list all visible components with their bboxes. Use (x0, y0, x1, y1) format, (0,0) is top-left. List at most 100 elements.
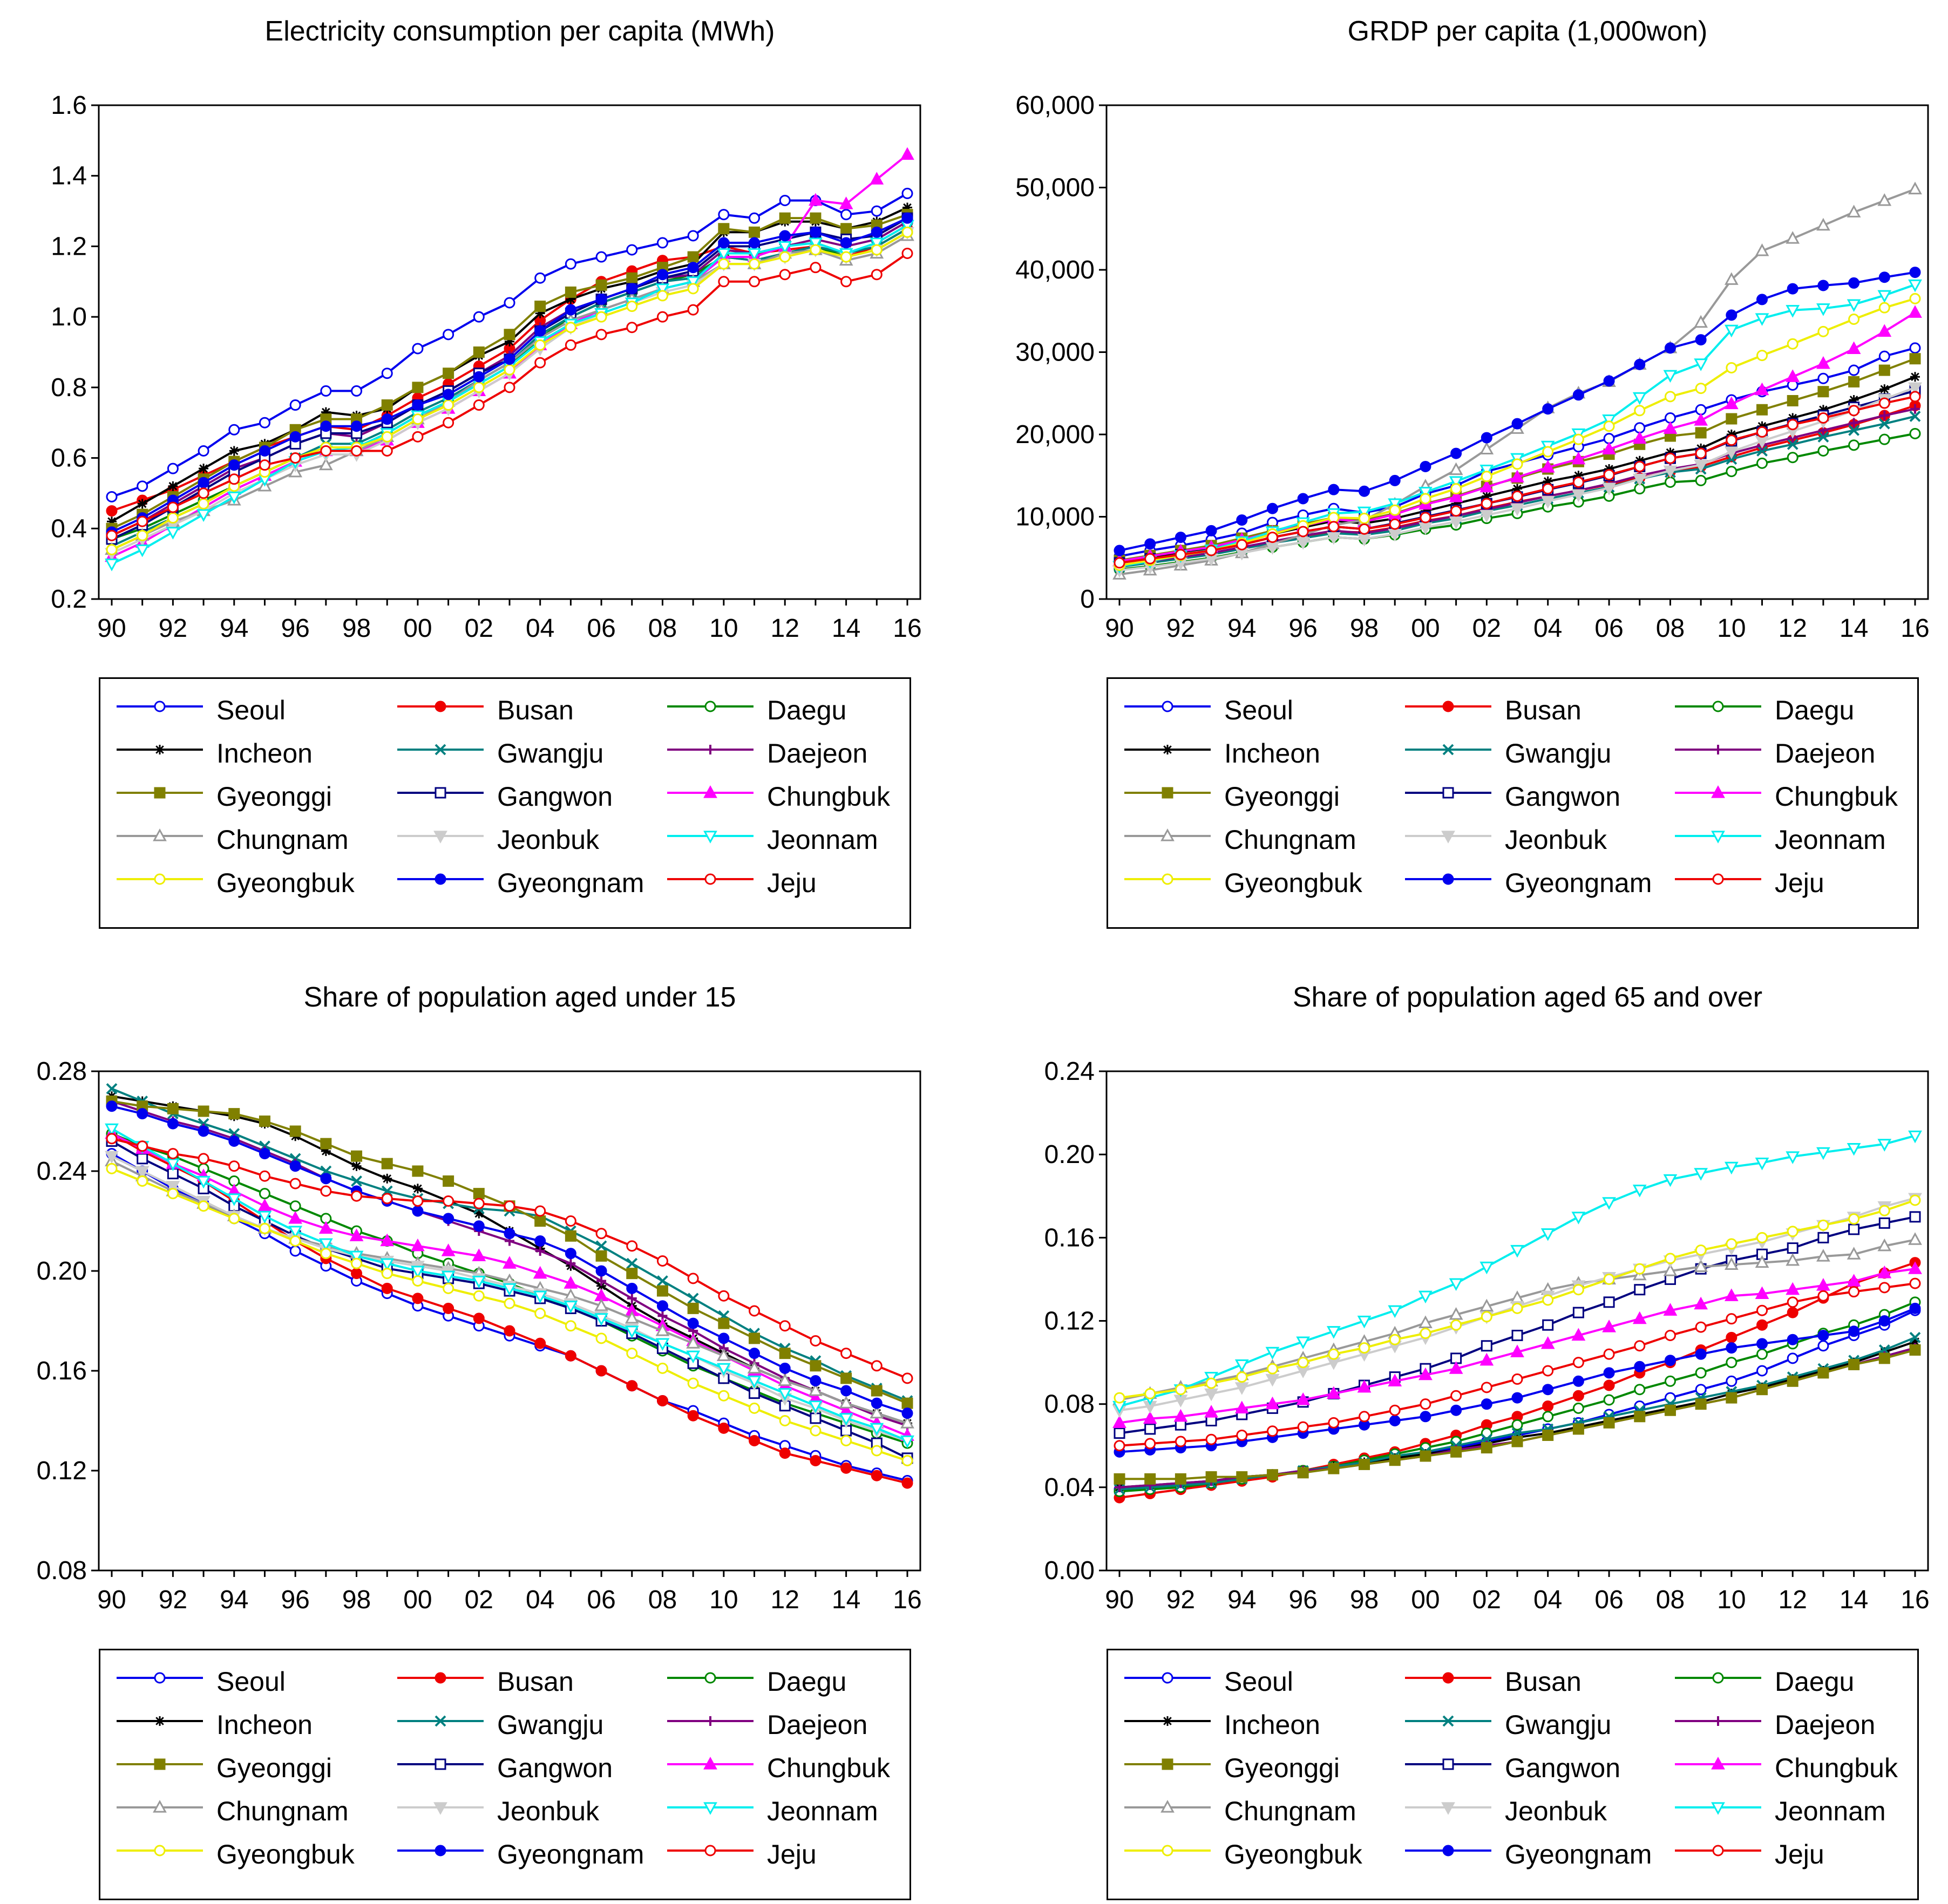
series-marker (1726, 1375, 1737, 1387)
series-marker (1908, 305, 1922, 318)
series-marker (1694, 315, 1708, 328)
series-marker (1634, 405, 1646, 417)
legend-swatch (397, 744, 484, 756)
y-tick-label: 1.0 (51, 303, 87, 331)
legend-swatch (117, 787, 203, 799)
series-marker (534, 272, 546, 284)
series-marker (1540, 460, 1555, 473)
series-marker (1634, 460, 1646, 472)
y-tick-label: 0.24 (1044, 1057, 1095, 1086)
series-marker (1162, 787, 1173, 799)
series-marker (1909, 293, 1921, 304)
series-marker (1389, 504, 1401, 516)
series-marker (871, 1470, 883, 1481)
series-marker (1389, 1454, 1401, 1466)
series-marker (716, 248, 731, 261)
series-marker (1449, 462, 1463, 475)
y-tick-label: 0.00 (1044, 1556, 1095, 1585)
legend-label: Jeonnam (1775, 825, 1886, 855)
series-marker (1479, 479, 1494, 493)
series-marker (1297, 1421, 1309, 1433)
series-marker (474, 1208, 484, 1219)
legend-label: Gangwon (497, 781, 613, 812)
legend-label: Chungnam (1224, 825, 1356, 855)
series-marker (505, 336, 514, 346)
series-marker (840, 1372, 852, 1384)
series-marker (1450, 1404, 1462, 1416)
legend-swatch (1675, 1716, 1761, 1726)
series-marker (1634, 1411, 1646, 1423)
y-tick-label: 0.12 (1044, 1307, 1095, 1336)
series-marker (227, 491, 241, 505)
series-marker (657, 1275, 668, 1287)
legend-label: Daejeon (1775, 738, 1876, 769)
legend-label: Daegu (1775, 695, 1855, 725)
legend-swatch (1675, 831, 1761, 844)
series-marker (382, 1173, 392, 1184)
series-marker (1442, 1845, 1454, 1857)
series-marker (1756, 1319, 1768, 1331)
x-tick-label: 06 (587, 1586, 615, 1614)
series-marker (840, 209, 852, 221)
series-marker (1481, 498, 1492, 509)
series-marker (1602, 441, 1616, 455)
series-marker (626, 272, 638, 284)
series-marker (1160, 828, 1175, 841)
legend-label: Gyeongbuk (1224, 868, 1362, 898)
legend-label: Busan (1505, 695, 1582, 725)
series-marker (1603, 1394, 1615, 1406)
series-marker (1695, 383, 1707, 395)
series-marker (1848, 1286, 1860, 1298)
series-marker (1511, 1329, 1523, 1341)
series-marker (198, 1105, 209, 1117)
series-marker (1236, 539, 1248, 550)
series-marker (1266, 1363, 1278, 1375)
series-marker (655, 283, 670, 296)
series-marker (749, 1332, 761, 1344)
legend-label: Jeju (1775, 868, 1824, 898)
series-marker (1756, 1348, 1768, 1360)
series-marker (1572, 1402, 1584, 1414)
x-tick-label: 00 (403, 1586, 432, 1614)
x-tick-label: 94 (1227, 614, 1256, 643)
series-marker (902, 202, 912, 213)
y-tick-label: 1.4 (51, 162, 87, 191)
series-marker (840, 276, 852, 288)
series-marker (809, 237, 823, 250)
series-marker (412, 343, 424, 355)
legend-item: Chungbuk (1659, 773, 1918, 817)
series-marker (1634, 1340, 1646, 1352)
legend-swatch (1124, 787, 1211, 799)
x-tick-label: 16 (893, 614, 921, 643)
series-marker (1450, 1446, 1462, 1458)
legend-item: Jeonbuk (1389, 817, 1648, 860)
series-marker (704, 701, 716, 712)
series-marker (718, 1317, 730, 1329)
series-marker (1359, 1342, 1370, 1354)
series-marker (901, 212, 913, 224)
series-marker (839, 196, 853, 209)
series-marker (1816, 217, 1830, 231)
series-marker (1909, 1344, 1921, 1356)
series-marker (411, 1238, 425, 1252)
y-tick-label: 0.04 (1044, 1473, 1095, 1502)
series-marker (1542, 1411, 1554, 1423)
series-marker (749, 1435, 761, 1446)
series-marker (1664, 1253, 1676, 1264)
series-marker (229, 446, 239, 456)
legend-label: Jeonbuk (1505, 1796, 1607, 1826)
series-marker (1572, 1423, 1584, 1435)
series-marker (870, 172, 884, 185)
series-marker (1603, 420, 1615, 432)
y-tick-label: 50,000 (1015, 174, 1095, 202)
legend-label: Busan (1505, 1667, 1582, 1697)
legend-item: Jeju (1659, 860, 1918, 903)
series-marker (1603, 1379, 1615, 1391)
x-tick-label: 08 (648, 614, 677, 643)
legend-item: Chungbuk (1659, 1745, 1918, 1788)
series-marker (778, 241, 792, 254)
series-jeonnam (1112, 1130, 1922, 1414)
series-marker (626, 301, 638, 312)
series-marker (1847, 341, 1861, 354)
series-marker (871, 1385, 883, 1397)
